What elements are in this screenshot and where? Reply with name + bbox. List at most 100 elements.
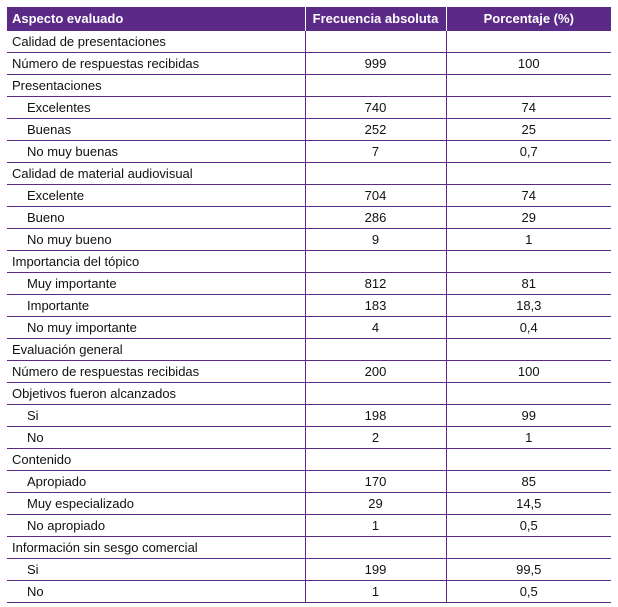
header-frecuencia: Frecuencia absoluta [304, 7, 446, 31]
row-frecuencia: 704 [304, 184, 446, 207]
row-frecuencia: 286 [304, 206, 446, 229]
section-row: Información sin sesgo comercial [7, 536, 611, 559]
row-label: No muy buenas [7, 140, 305, 163]
row-frecuencia [304, 162, 446, 185]
row-label: No apropiado [7, 514, 305, 537]
row-frecuencia: 198 [304, 404, 446, 427]
row-porcentaje [445, 338, 611, 361]
row-porcentaje [445, 74, 611, 97]
row-label: No muy importante [7, 316, 305, 339]
row-label: Evaluación general [7, 338, 305, 361]
section-row: Evaluación general [7, 338, 611, 361]
row-frecuencia: 4 [304, 316, 446, 339]
row-frecuencia [304, 30, 446, 53]
row-frecuencia [304, 338, 446, 361]
row-porcentaje: 99 [445, 404, 611, 427]
table-row: No muy bueno 9 1 [7, 228, 611, 251]
row-porcentaje [445, 536, 611, 559]
table-row: No muy buenas 7 0,7 [7, 140, 611, 163]
row-porcentaje [445, 162, 611, 185]
row-porcentaje [445, 382, 611, 405]
row-label: Muy especializado [7, 492, 305, 515]
row-frecuencia: 740 [304, 96, 446, 119]
row-frecuencia: 9 [304, 228, 446, 251]
row-label: Bueno [7, 206, 305, 229]
header-aspecto: Aspecto evaluado [7, 7, 305, 31]
table-row: Apropiado 170 85 [7, 470, 611, 493]
row-label: Excelente [7, 184, 305, 207]
row-frecuencia: 7 [304, 140, 446, 163]
row-porcentaje: 0,4 [445, 316, 611, 339]
row-porcentaje: 0,5 [445, 580, 611, 603]
table-row: No apropiado 1 0,5 [7, 514, 611, 537]
row-label: Número de respuestas recibidas [7, 360, 305, 383]
row-label: Importante [7, 294, 305, 317]
table-row: Excelentes 740 74 [7, 96, 611, 119]
row-porcentaje: 1 [445, 228, 611, 251]
row-frecuencia: 199 [304, 558, 446, 581]
row-label: Muy importante [7, 272, 305, 295]
row-label: No [7, 580, 305, 603]
row-porcentaje: 81 [445, 272, 611, 295]
row-label: Buenas [7, 118, 305, 141]
row-frecuencia: 2 [304, 426, 446, 449]
row-porcentaje: 14,5 [445, 492, 611, 515]
row-frecuencia: 183 [304, 294, 446, 317]
row-label: Si [7, 404, 305, 427]
row-frecuencia: 170 [304, 470, 446, 493]
table-row: Muy importante 812 81 [7, 272, 611, 295]
table-row: Si 199 99,5 [7, 558, 611, 581]
table-row: No 1 0,5 [7, 580, 611, 603]
row-frecuencia [304, 448, 446, 471]
row-frecuencia: 200 [304, 360, 446, 383]
row-label: No muy bueno [7, 228, 305, 251]
row-porcentaje: 25 [445, 118, 611, 141]
evaluation-table: Aspecto evaluado Frecuencia absoluta Por… [7, 7, 611, 603]
table-row: No 2 1 [7, 426, 611, 449]
row-label: Si [7, 558, 305, 581]
header-porcentaje: Porcentaje (%) [445, 7, 611, 31]
table-body: Calidad de presentaciones Número de respu… [7, 30, 611, 603]
section-row: Calidad de material audiovisual [7, 162, 611, 185]
table-row: Bueno 286 29 [7, 206, 611, 229]
row-porcentaje: 74 [445, 96, 611, 119]
row-porcentaje: 18,3 [445, 294, 611, 317]
section-row: Importancia del tópico [7, 250, 611, 273]
section-row: Calidad de presentaciones [7, 30, 611, 53]
row-porcentaje [445, 30, 611, 53]
row-frecuencia: 999 [304, 52, 446, 75]
row-porcentaje: 99,5 [445, 558, 611, 581]
table-row: Si 198 99 [7, 404, 611, 427]
section-row: Presentaciones [7, 74, 611, 97]
row-porcentaje [445, 250, 611, 273]
table-row: Número de respuestas recibidas 200 100 [7, 360, 611, 383]
row-label: Calidad de material audiovisual [7, 162, 305, 185]
row-porcentaje: 1 [445, 426, 611, 449]
row-label: Información sin sesgo comercial [7, 536, 305, 559]
row-label: Importancia del tópico [7, 250, 305, 273]
row-frecuencia: 1 [304, 580, 446, 603]
row-label: Objetivos fueron alcanzados [7, 382, 305, 405]
row-frecuencia: 29 [304, 492, 446, 515]
table-row: Importante 183 18,3 [7, 294, 611, 317]
row-label: Presentaciones [7, 74, 305, 97]
row-porcentaje: 0,5 [445, 514, 611, 537]
table-row: Número de respuestas recibidas 999 100 [7, 52, 611, 75]
row-frecuencia [304, 382, 446, 405]
table-row: Muy especializado 29 14,5 [7, 492, 611, 515]
row-frecuencia: 1 [304, 514, 446, 537]
row-frecuencia [304, 74, 446, 97]
row-porcentaje: 100 [445, 52, 611, 75]
row-porcentaje: 0,7 [445, 140, 611, 163]
table-header-row: Aspecto evaluado Frecuencia absoluta Por… [7, 7, 611, 31]
row-frecuencia [304, 250, 446, 273]
row-porcentaje: 85 [445, 470, 611, 493]
row-porcentaje: 29 [445, 206, 611, 229]
row-frecuencia [304, 536, 446, 559]
row-label: Contenido [7, 448, 305, 471]
section-row: Contenido [7, 448, 611, 471]
row-frecuencia: 812 [304, 272, 446, 295]
row-porcentaje: 74 [445, 184, 611, 207]
row-label: Apropiado [7, 470, 305, 493]
section-row: Objetivos fueron alcanzados [7, 382, 611, 405]
